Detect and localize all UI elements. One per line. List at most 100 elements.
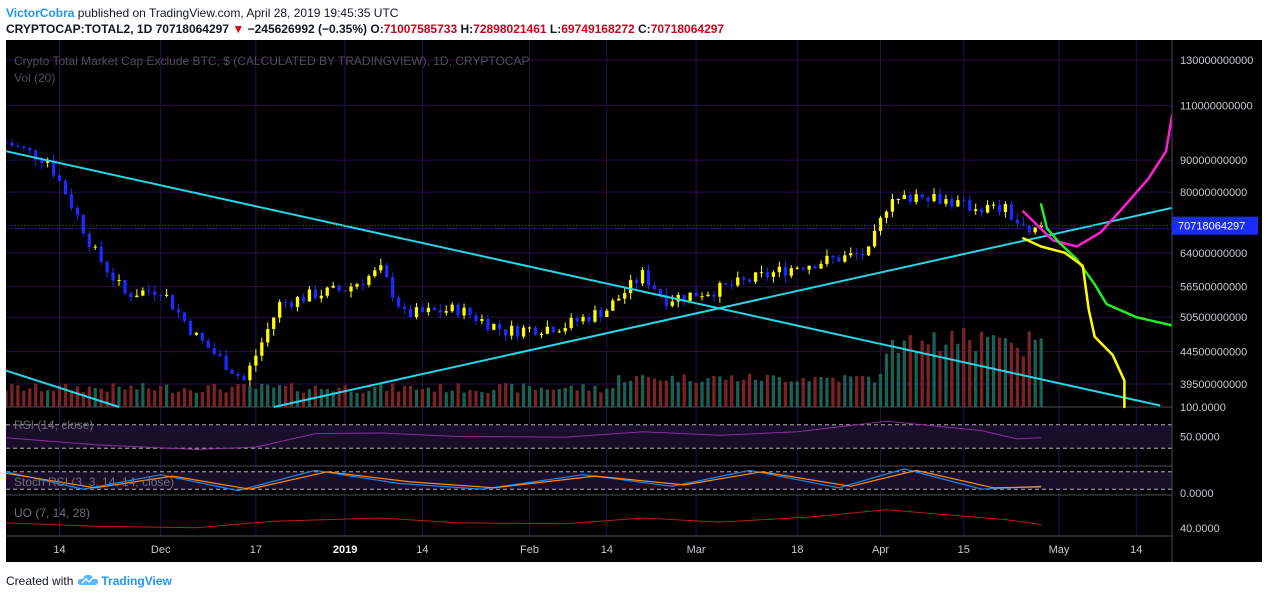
candle-body [575,317,579,322]
candle-body [849,253,853,256]
candle-body [557,331,561,333]
candle-body [414,307,419,318]
volume-bar [777,377,782,407]
volume-bar [801,378,805,407]
candle-body [182,312,187,321]
author-link[interactable]: VictorCobra [6,6,75,20]
candle-body [367,276,371,285]
candle-body [396,297,401,307]
candle-body [646,269,651,286]
candle-body [985,204,990,213]
volume-bar [771,375,776,407]
candle-body [1039,225,1043,228]
candle-body [63,180,68,195]
candle-body [730,284,734,286]
time-tick-label: 17 [250,544,262,556]
volume-bar [551,389,555,407]
volume-bar [974,351,978,407]
rsi-label: RSI (14, close) [14,418,93,432]
uo-line [6,509,1042,529]
volume-bar [1033,339,1037,407]
volume-bar [307,389,312,407]
created-with-text: Created with [6,574,74,588]
volume-bar [117,386,121,407]
candle-body [111,272,115,281]
candle-body [224,355,228,370]
chart[interactable]: 130000000000 110000000000 90000000000 80000… [6,40,1262,562]
time-tick-label: 14 [601,544,613,556]
candle-body [474,315,478,321]
trendline-descending-lower [6,369,120,408]
candle-body [712,294,716,297]
volume-bar [373,386,377,407]
volume-bar [206,385,210,407]
volume-bar [825,377,829,407]
volume-bar [254,388,258,407]
candle-body [486,318,490,330]
candle-body [462,307,466,316]
candle-body [789,268,793,276]
volume-bar [170,392,175,407]
chart-title: Crypto Total Market Cap Exclude BTC, $ (… [14,54,529,68]
candle-body [640,269,645,284]
candle-body [307,289,312,302]
volume-bar [248,386,252,407]
candle-body [188,320,193,335]
candle-body [236,373,240,376]
tradingview-link[interactable]: TradingView [101,574,172,588]
volume-bar [420,389,425,407]
candle-body [658,289,663,295]
candle-body [890,199,895,212]
candle-body [753,272,758,282]
time-tick-label: 18 [791,544,803,556]
volume-bar [81,392,85,407]
volume-bar [135,389,139,407]
candle-body [682,295,686,301]
change-value: −245626992 (−0.35%) [247,22,368,36]
volume-bar [694,382,698,407]
price-tick-label: 80000000000 [1180,187,1247,199]
volume-bar [569,385,573,407]
candle-body [379,265,383,271]
volume-bar [426,387,431,407]
candle-body [563,327,567,332]
rsi-tick-label: 100.0000 [1180,402,1226,414]
candle-body [623,293,627,299]
volume-bar [164,384,169,407]
candle-body [34,150,38,160]
candle-body [170,294,175,310]
volume-bar [563,387,567,407]
candle-body [22,146,26,148]
candle-body [634,280,639,284]
candle-body [706,294,710,297]
volume-bar [706,378,710,407]
candle-body [593,310,597,322]
candle-body [777,266,782,273]
candle-body [599,310,603,318]
candle-body [617,298,621,301]
candle-body [289,302,294,307]
volume-bar [795,381,799,407]
volume-bar [872,382,877,407]
volume-bar [640,375,645,407]
trendline-ascending [273,206,1173,408]
stoch-band [6,471,1172,490]
candle-body [813,265,817,269]
volume-bar [224,392,228,407]
candle-body [688,292,692,301]
candle-body [866,246,871,256]
candle-body [385,265,389,278]
rsi-tick-label: 50.0000 [1180,432,1220,444]
volume-bar [105,391,109,407]
candle-body [676,295,680,302]
time-tick-label: May [1049,544,1070,556]
candle-body [176,309,181,313]
volume-bar [438,383,442,407]
volume-bar [212,383,216,407]
candle-body [920,194,924,198]
volume-bar [962,327,966,407]
candle-body [694,292,698,297]
volume-bar [646,377,651,407]
candle-body [527,327,532,329]
volume-bar [200,391,204,407]
